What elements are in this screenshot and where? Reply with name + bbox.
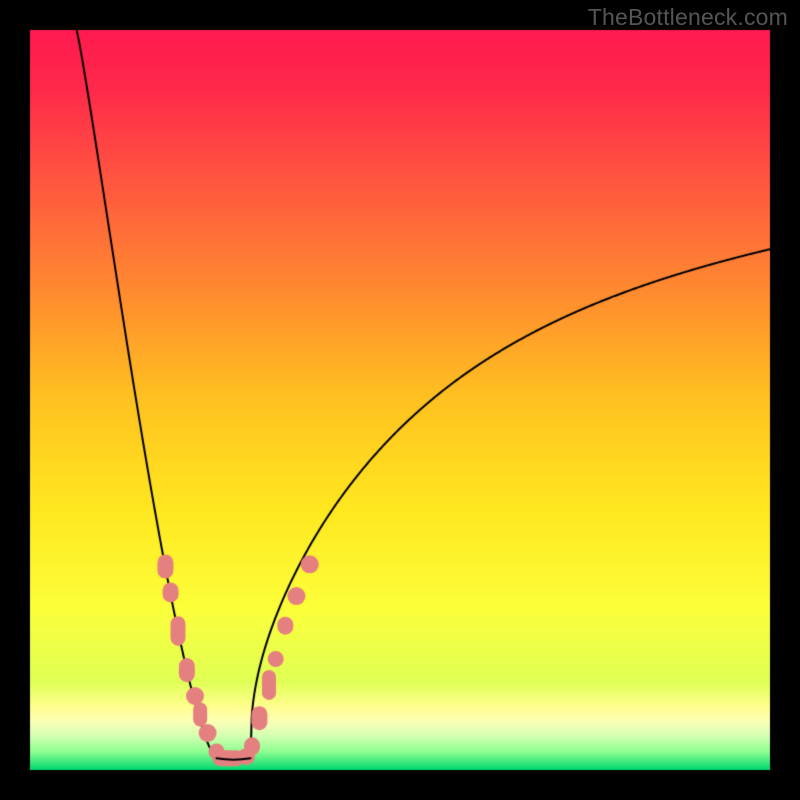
chart-canvas [0,0,800,800]
bottleneck-chart: TheBottleneck.com [0,0,800,800]
watermark-text: TheBottleneck.com [588,4,788,31]
